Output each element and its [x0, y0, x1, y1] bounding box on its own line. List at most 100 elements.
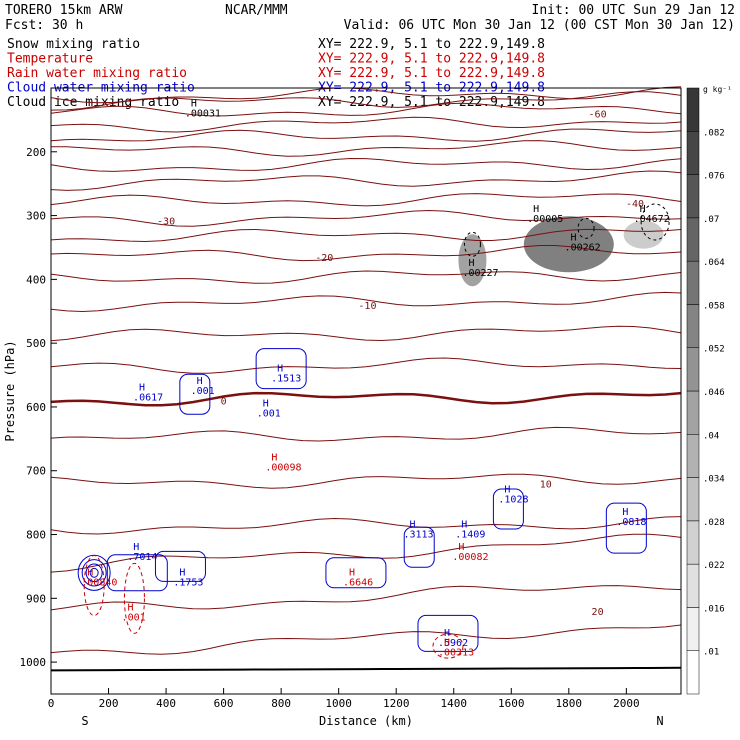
maximum-value: .00031 — [185, 109, 221, 120]
y-tick-label: 1000 — [20, 656, 47, 669]
cloud-water-contour — [85, 563, 103, 583]
zero-isotherm — [50, 391, 682, 407]
cloud-water-contour — [81, 559, 107, 587]
maximum-value: .5962 — [438, 638, 468, 649]
cloud-water-contour — [605, 502, 647, 554]
y-axis-label: Pressure (hPa) — [3, 340, 17, 441]
colorbar-tick-label: .046 — [703, 388, 725, 398]
isotherm — [50, 228, 682, 243]
maximum-marker: H — [571, 233, 577, 244]
isotherm — [50, 473, 682, 489]
y-tick-label: 600 — [26, 401, 46, 414]
colorbar-swatch — [686, 304, 700, 348]
plot-frame — [50, 87, 682, 695]
colorbar-swatch — [686, 390, 700, 435]
isotherm — [50, 585, 682, 611]
ice-contour — [463, 231, 481, 257]
x-tick-label: 400 — [156, 697, 176, 710]
colorbar-tick-label: .07 — [703, 215, 719, 225]
legend-xy: XY= 222.9, 5.1 to 222.9,149.8 — [318, 66, 545, 81]
isotherm-label: -30 — [157, 217, 175, 228]
isotherm-label: 20 — [592, 607, 604, 618]
y-tick-label: 800 — [26, 529, 46, 542]
isotherm-label: -20 — [315, 253, 333, 264]
legend-xy: XY= 222.9, 5.1 to 222.9,149.8 — [318, 37, 545, 52]
x-tick-label: 600 — [214, 697, 234, 710]
colorbar-tick-label: .064 — [703, 258, 725, 268]
ice-shading — [623, 220, 664, 249]
maximum-value: .00227 — [462, 268, 498, 279]
forecast-hour: Fcst: 30 h — [5, 18, 83, 33]
maximum-marker: H — [444, 628, 450, 639]
colorbar-swatch — [686, 520, 700, 565]
maximum-value: .001 — [257, 409, 281, 420]
isotherm — [50, 170, 682, 191]
isotherm — [50, 157, 682, 172]
x-end-label-right: N — [656, 714, 663, 728]
colorbar-swatch — [686, 607, 700, 651]
maximum-marker: H — [458, 542, 464, 553]
maximum-marker: H — [461, 520, 467, 531]
maximum-marker: H — [133, 542, 139, 553]
cloud-water-contour — [179, 373, 211, 415]
maximum-value: .3113 — [403, 530, 433, 541]
maximum-marker: H — [533, 204, 539, 215]
valid-time: Valid: 06 UTC Mon 30 Jan 12 (00 CST Mon … — [344, 18, 735, 33]
isotherm — [50, 102, 682, 117]
colorbar-swatch — [686, 87, 700, 132]
colorbar-tick-label: .058 — [703, 301, 725, 311]
maximum-value: .0617 — [133, 393, 163, 404]
cloud-water-contour — [106, 554, 168, 592]
maximum-marker: H — [87, 568, 93, 579]
colorbar-tick-label: .052 — [703, 345, 725, 355]
maximum-value: .00082 — [452, 552, 488, 563]
colorbar-swatch — [686, 260, 700, 305]
isotherm-label: -40 — [626, 199, 644, 210]
colorbar-tick-label: .01 — [703, 648, 719, 658]
maximum-value: .6646 — [343, 578, 373, 589]
isotherm — [50, 140, 682, 157]
ice-contour — [640, 203, 670, 241]
maximum-marker: H — [444, 638, 450, 649]
maximum-value: .00005 — [527, 214, 563, 225]
x-tick-label: 0 — [48, 697, 55, 710]
maximum-marker: H — [349, 568, 355, 579]
x-tick-label: 1600 — [498, 697, 525, 710]
isotherm — [50, 209, 682, 227]
y-tick-label: 300 — [26, 210, 46, 223]
maximum-marker: H — [622, 507, 628, 518]
cloud-water-contour — [89, 567, 99, 578]
isotherm — [50, 357, 682, 374]
isotherm — [50, 624, 682, 655]
colorbar-swatch — [686, 563, 700, 608]
maximum-value: .00313 — [438, 648, 474, 659]
model-title: TORERO 15km ARW — [5, 3, 123, 18]
rain-water-contour — [83, 555, 105, 617]
axes: 0 200 400 600 800 1000 1200 1400 1600 1800 2000200… — [3, 87, 682, 728]
maximum-value: .1753 — [173, 578, 203, 589]
rain-water-contour — [123, 562, 145, 634]
maximum-marker: H — [263, 399, 269, 410]
maximum-value: .1513 — [271, 373, 301, 384]
maximum-value: .0818 — [616, 517, 646, 528]
colorbar-swatch — [686, 217, 700, 262]
maximum-marker: H — [128, 603, 134, 614]
x-tick-label: 1800 — [556, 697, 583, 710]
isotherm — [50, 91, 682, 111]
maximum-value: .00262 — [565, 243, 601, 254]
x-tick-label: 1000 — [325, 697, 352, 710]
legend-xy: XY= 222.9, 5.1 to 222.9,149.8 — [318, 52, 545, 67]
maximum-value: .04672 — [634, 214, 670, 225]
maximum-value: .1028 — [498, 495, 528, 506]
colorbar-tick-label: .016 — [703, 604, 725, 614]
isotherm — [50, 245, 682, 262]
isotherm — [50, 193, 682, 207]
ice-shading — [523, 216, 614, 273]
y-tick-label: 500 — [26, 337, 46, 350]
maximum-marker: H — [139, 383, 145, 394]
isotherm-label: -60 — [589, 110, 607, 121]
cloud-water-contour — [325, 557, 387, 589]
maximum-marker: H — [179, 568, 185, 579]
maximum-value: .00840 — [81, 578, 117, 589]
